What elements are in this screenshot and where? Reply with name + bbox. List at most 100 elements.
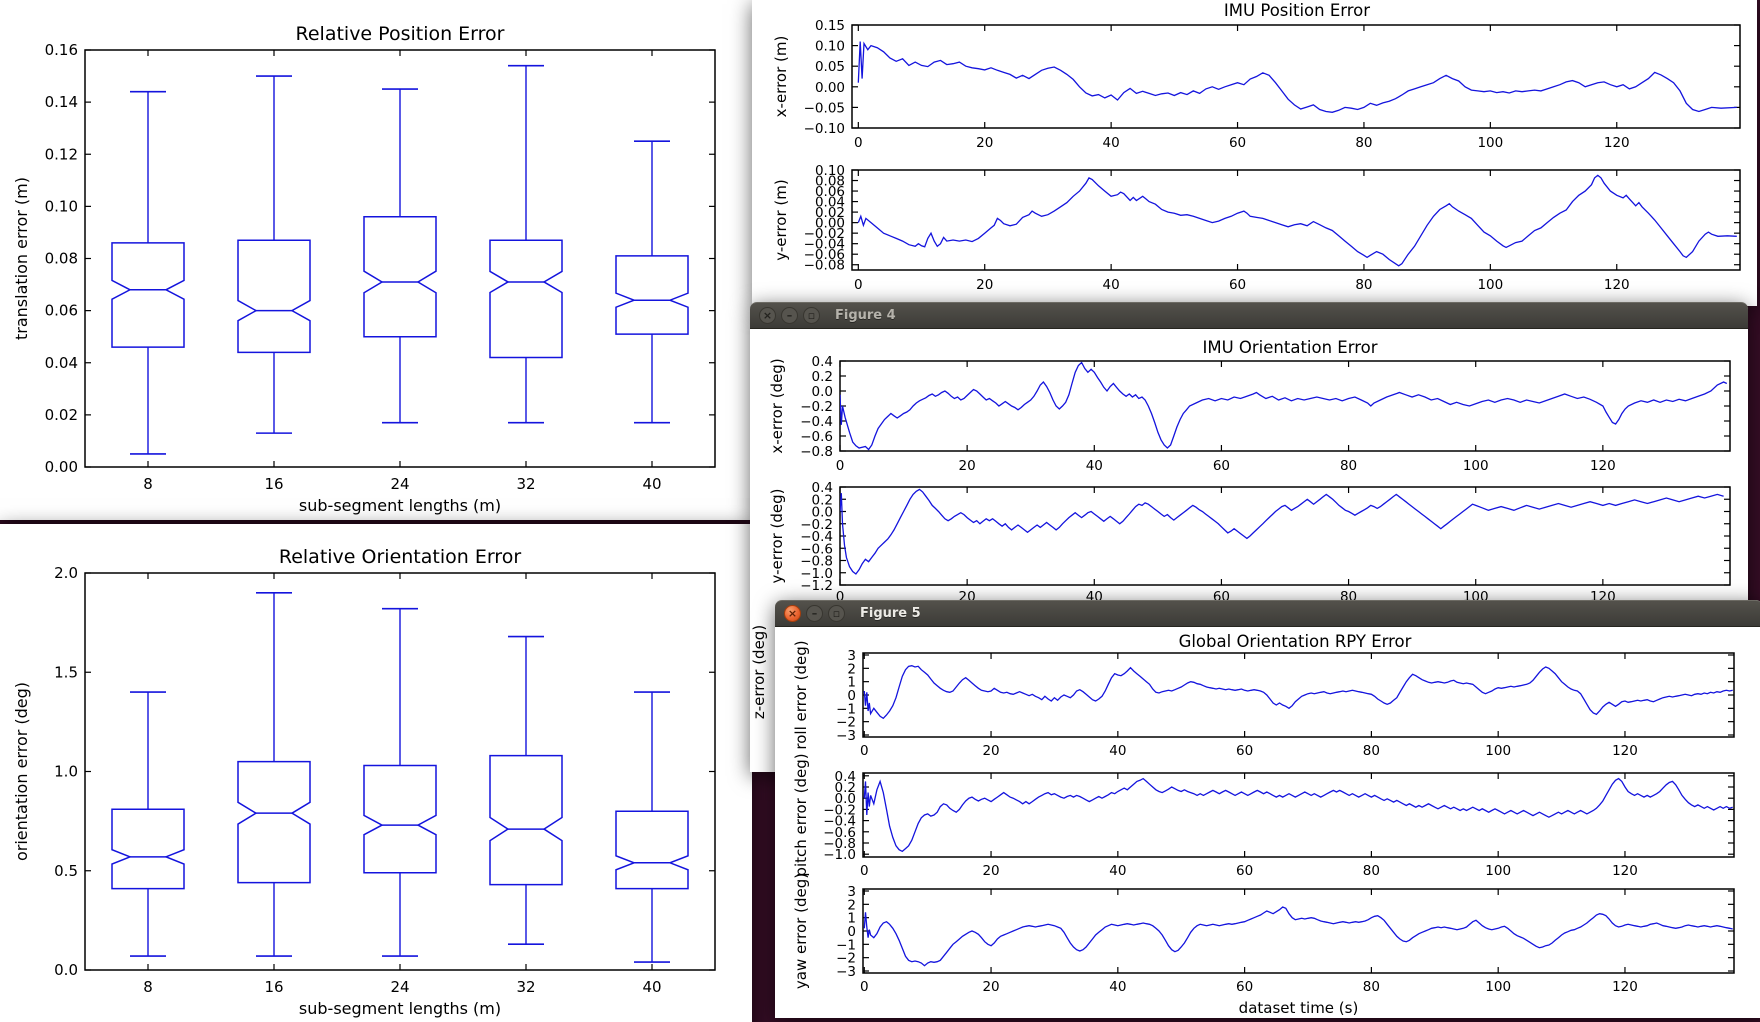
xtick-label: 40 (1086, 458, 1103, 474)
xtick-label: 40 (1103, 277, 1120, 293)
relative-orientation-error-window-canvas: Relative Orientation Error 0.0 0.5 1.0 1.5 2.… (12, 546, 716, 1018)
ytick-label: 0.0 (812, 384, 833, 400)
ytick-label: 0.4 (812, 354, 833, 370)
minimize-button[interactable]: – (806, 605, 823, 622)
notched-box (615, 810, 689, 890)
figure-title: Relative Position Error (296, 23, 505, 45)
ytick-label: −0.2 (823, 802, 856, 818)
ytick-label: 0.06 (45, 302, 78, 320)
ytick-label: −0.6 (800, 429, 833, 445)
xtick-label: 100 (1485, 743, 1511, 759)
axes-frame (839, 360, 1731, 452)
xtick-label: 40 (1109, 743, 1126, 759)
y-axis-label: orientation error (deg) (12, 682, 31, 861)
pitch-error-axes: 0.40.20.0−0.2−0.4−0.6−0.8−1.00 20 40 60 80 10… (792, 753, 1735, 879)
y-axis-label: translation error (m) (12, 177, 31, 340)
ytick-label: −1.0 (823, 847, 856, 863)
ytick-label: 0.05 (815, 59, 845, 75)
titlebar[interactable]: × – ▫ Figure 4 (750, 302, 1748, 329)
y-axis-label: x-error (m) (772, 36, 790, 118)
ytick-label: −0.4 (823, 814, 856, 830)
xtick-label: 40 (642, 475, 661, 493)
figure-title: IMU Orientation Error (1202, 338, 1377, 357)
y-axis-label: z-error (deg) (750, 625, 768, 719)
xtick-label: 100 (1485, 863, 1511, 879)
notched-box (237, 239, 311, 354)
ytick-label: −3 (836, 964, 856, 980)
xtick-label: 100 (1477, 277, 1503, 293)
ytick-label: −1.0 (800, 566, 833, 582)
ytick-label: 0.08 (815, 174, 845, 190)
y-axis-label: y-error (m) (772, 179, 790, 260)
ytick-label: 0.0 (812, 505, 833, 521)
xtick-label: 60 (1236, 863, 1253, 879)
minimize-button[interactable]: – (781, 307, 798, 324)
ytick-label: 1.5 (54, 663, 78, 681)
ytick-label: 0.2 (812, 492, 833, 508)
ytick-label: 0.4 (835, 769, 856, 785)
ytick-label: 0.4 (812, 480, 833, 496)
xtick-label: 100 (1477, 135, 1503, 151)
ytick-label: 0.06 (815, 184, 845, 200)
ytick-label: −0.2 (800, 399, 833, 415)
boxplot (237, 75, 311, 434)
maximize-button[interactable]: ▫ (828, 605, 845, 622)
ytick-label: −0.08 (804, 258, 845, 274)
close-button[interactable]: × (784, 605, 801, 622)
boxplot (489, 64, 563, 424)
boxplot (615, 140, 689, 424)
ytick-label: −0.4 (800, 414, 833, 430)
xtick-label: 0 (854, 277, 863, 293)
ytick-label: 0.00 (45, 458, 78, 476)
xtick-label: 100 (1463, 458, 1489, 474)
x-axis-label: dataset time (s) (1239, 999, 1359, 1017)
xtick-label: 20 (959, 458, 976, 474)
ytick-label: −1.2 (800, 578, 833, 594)
ytick-label: 3 (847, 884, 856, 900)
relative-orientation-error-window[interactable]: Relative Orientation Error 0.0 0.5 1.0 1.5 2.… (0, 524, 752, 1022)
boxplot (489, 635, 563, 945)
ytick-label: 2 (847, 661, 856, 677)
relative-position-axes: 0.00 0.02 0.04 0.06 0.08 0.10 0.12 0.14 0.16 8 16 2… (12, 41, 716, 515)
notched-box (363, 216, 437, 338)
x-axis-label: sub-segment lengths (m) (299, 999, 501, 1018)
maximize-button[interactable]: ▫ (803, 307, 820, 324)
ytick-label: −0.2 (800, 517, 833, 533)
boxplot (363, 607, 437, 957)
xtick-label: 20 (982, 743, 999, 759)
close-button[interactable]: × (759, 307, 776, 324)
ytick-label: −0.6 (800, 541, 833, 557)
xtick-label: 80 (1340, 458, 1357, 474)
ytick-label: −0.4 (800, 529, 833, 545)
xtick-label: 60 (1229, 135, 1246, 151)
xtick-label: 80 (1355, 277, 1372, 293)
ytick-label: 0.04 (45, 354, 78, 372)
y-axis-label: x-error (deg) (768, 358, 786, 453)
ytick-label: −2 (836, 951, 856, 967)
xtick-label: 8 (143, 978, 153, 996)
figure-title: Global Orientation RPY Error (1179, 632, 1412, 651)
ytick-label: 1 (847, 675, 856, 691)
xtick-label: 24 (390, 475, 409, 493)
titlebar[interactable]: × – ▫ Figure 5 (775, 600, 1760, 627)
ytick-label: −0.10 (804, 121, 845, 137)
ytick-label: 1 (847, 911, 856, 927)
relative-position-error-window[interactable]: Relative Position Error 0.00 0.02 0.04 0.06 0… (0, 0, 752, 520)
ytick-label: −1 (836, 701, 856, 717)
ytick-label: −0.8 (800, 554, 833, 570)
xtick-label: 80 (1363, 979, 1380, 995)
xtick-label: 40 (1103, 135, 1120, 151)
imu-position-error-window[interactable]: IMU Position Error 0.15 0.10 0.05 0.00 −0.05 −… (752, 0, 1757, 306)
ytick-label: 0.0 (835, 791, 856, 807)
ytick-label: 0.5 (54, 862, 78, 880)
ytick-label: 0 (847, 924, 856, 940)
ytick-label: 0.08 (45, 250, 78, 268)
figure-5-window[interactable]: × – ▫ Figure 5 Global Orientation RPY Error 3… (775, 600, 1760, 1018)
ytick-label: 0.00 (815, 216, 845, 232)
ytick-label: 0.00 (815, 80, 845, 96)
axes-frame (862, 888, 1735, 974)
ytick-label: −0.8 (823, 836, 856, 852)
xtick-label: 24 (390, 978, 409, 996)
ytick-label: 0.10 (45, 197, 78, 215)
